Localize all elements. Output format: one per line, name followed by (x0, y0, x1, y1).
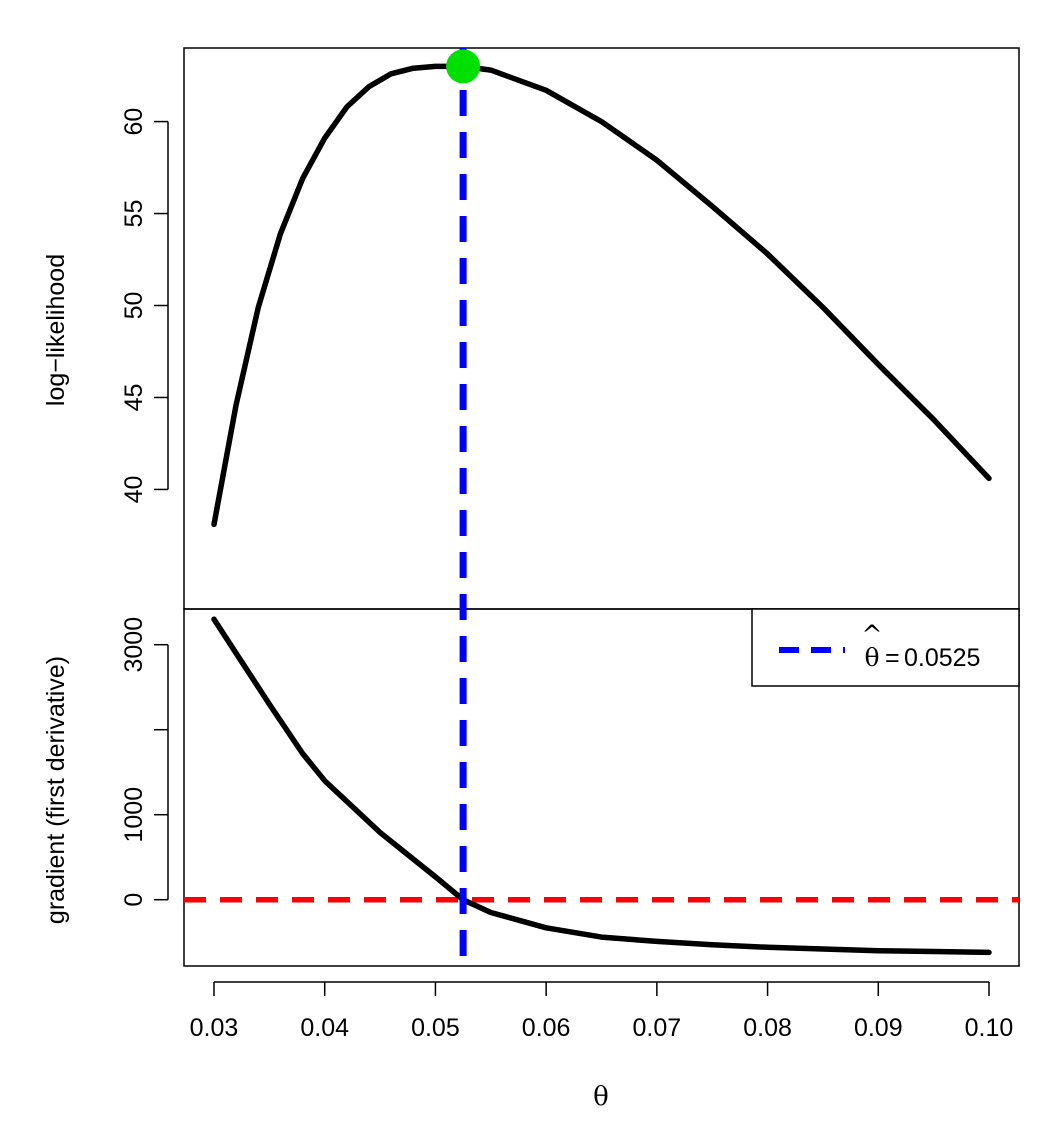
mle-point (446, 49, 481, 84)
gradient-curve (211, 616, 992, 956)
top-y-tick-label: 45 (120, 384, 148, 412)
log-likelihood-curve (211, 63, 992, 528)
legend: ^ θ = 0.0525 (751, 608, 1020, 687)
x-tick-label: 0.05 (411, 1014, 460, 1042)
x-tick-label: 0.07 (633, 1014, 682, 1042)
x-axis: 0.03 0.04 0.05 0.06 0.07 0.08 0.09 0.10 (190, 981, 1014, 1042)
x-tick-label: 0.08 (743, 1014, 792, 1042)
bottom-panel-frame (183, 608, 1020, 967)
top-y-axis: 40 45 50 55 60 (120, 108, 169, 504)
bottom-y-axis-title: gradient (first derivative) (42, 656, 70, 924)
top-y-tick-label: 60 (120, 108, 148, 136)
x-tick-label: 0.03 (190, 1014, 239, 1042)
legend-hat: ^ (862, 620, 883, 649)
top-y-axis-title: log−likelihood (42, 254, 70, 406)
bottom-y-tick-label: 0 (120, 893, 148, 907)
x-tick-label: 0.04 (300, 1014, 349, 1042)
x-axis-title: θ (593, 1082, 609, 1112)
legend-equals: = (885, 644, 900, 672)
top-y-tick-label: 55 (120, 200, 148, 228)
bottom-y-axis: 0 1000 3000 (120, 617, 169, 907)
legend-theta: θ (864, 643, 879, 672)
top-panel-frame (183, 47, 1020, 610)
top-y-tick-label: 40 (120, 476, 148, 504)
x-tick-label: 0.09 (854, 1014, 903, 1042)
top-y-tick-label: 50 (120, 292, 148, 320)
x-tick-label: 0.10 (965, 1014, 1014, 1042)
bottom-y-tick-label: 1000 (120, 787, 148, 843)
bottom-y-tick-label: 3000 (120, 617, 148, 673)
legend-value: 0.0525 (904, 644, 980, 672)
x-tick-label: 0.06 (522, 1014, 571, 1042)
